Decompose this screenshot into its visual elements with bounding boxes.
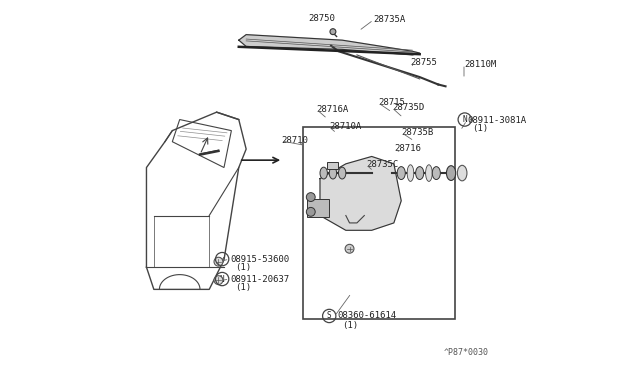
Ellipse shape	[458, 165, 467, 181]
Text: W: W	[220, 257, 224, 262]
Text: 08911-20637: 08911-20637	[230, 275, 290, 283]
Text: 28110M: 28110M	[464, 60, 496, 69]
Text: 08911-3081A: 08911-3081A	[467, 116, 526, 125]
Text: 28716A: 28716A	[316, 105, 349, 114]
Text: 28716: 28716	[394, 144, 420, 153]
Text: 28735C: 28735C	[366, 160, 399, 169]
Ellipse shape	[329, 167, 337, 179]
Circle shape	[307, 208, 316, 216]
Circle shape	[214, 276, 223, 285]
Circle shape	[307, 193, 316, 202]
Ellipse shape	[432, 167, 440, 180]
Text: 28750: 28750	[308, 13, 335, 22]
Text: (1): (1)	[235, 283, 252, 292]
Polygon shape	[239, 35, 420, 55]
Ellipse shape	[426, 165, 432, 182]
Text: 08360-61614: 08360-61614	[338, 311, 397, 320]
Text: 28710A: 28710A	[329, 122, 362, 131]
Bar	[328, 162, 339, 169]
Ellipse shape	[415, 167, 424, 180]
Circle shape	[214, 257, 223, 266]
Text: (1): (1)	[472, 124, 488, 133]
Text: N: N	[463, 115, 467, 124]
Ellipse shape	[339, 167, 346, 179]
Text: (1): (1)	[235, 263, 252, 272]
Circle shape	[330, 29, 336, 35]
Ellipse shape	[407, 165, 414, 182]
Text: 08915-53600: 08915-53600	[230, 254, 290, 264]
Text: N: N	[220, 275, 225, 283]
Ellipse shape	[447, 166, 456, 180]
Polygon shape	[320, 157, 401, 230]
Text: 28715: 28715	[378, 99, 405, 108]
Ellipse shape	[320, 167, 328, 179]
Text: 28755: 28755	[410, 58, 437, 67]
Text: 28735A: 28735A	[374, 15, 406, 24]
Circle shape	[345, 244, 354, 253]
Bar	[307, 199, 329, 217]
Text: (1): (1)	[342, 321, 358, 330]
Text: 28735B: 28735B	[401, 128, 433, 137]
Text: ^P87*0030: ^P87*0030	[444, 349, 489, 357]
Text: 28735D: 28735D	[392, 103, 424, 112]
Ellipse shape	[397, 167, 405, 180]
Text: S: S	[327, 311, 332, 320]
Bar	[303, 127, 455, 319]
Text: 28710: 28710	[281, 137, 308, 145]
